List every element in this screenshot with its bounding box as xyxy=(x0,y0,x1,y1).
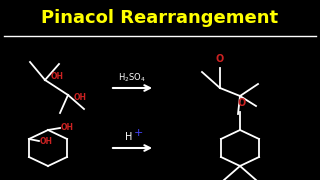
Text: $\mathsf{+}$: $\mathsf{+}$ xyxy=(133,127,143,138)
Text: OH: OH xyxy=(61,123,74,132)
Text: $\mathsf{H}$: $\mathsf{H}$ xyxy=(124,130,132,142)
Text: Pinacol Rearrangement: Pinacol Rearrangement xyxy=(41,9,279,27)
Text: OH: OH xyxy=(51,71,64,80)
Text: OH: OH xyxy=(74,93,87,102)
Text: O: O xyxy=(216,54,224,64)
Text: $\mathsf{H_2SO_4}$: $\mathsf{H_2SO_4}$ xyxy=(118,72,146,84)
Text: OH: OH xyxy=(40,136,53,145)
Text: O: O xyxy=(238,98,246,108)
